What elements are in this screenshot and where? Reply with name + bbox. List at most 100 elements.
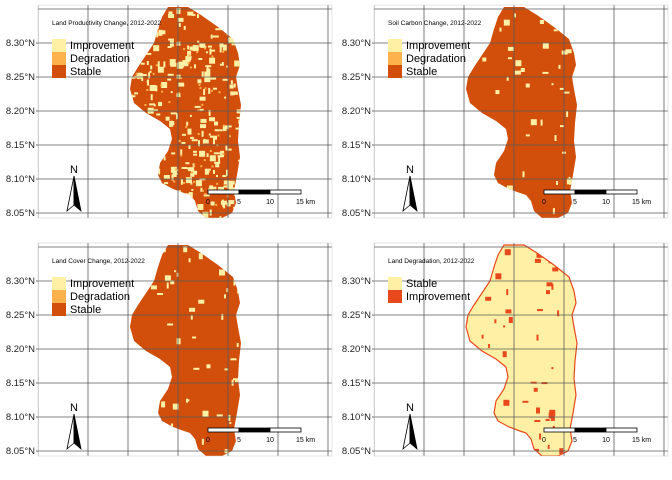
pixel-patch <box>238 119 241 124</box>
scale-bar: 0 5 10 15 km <box>206 427 315 444</box>
pixel-patch <box>147 157 152 164</box>
pixel-patch <box>534 420 541 422</box>
pixel-patch <box>163 61 166 68</box>
pixel-patch <box>197 14 199 19</box>
pixel-patch <box>230 358 237 361</box>
scale-bar-segment <box>238 427 271 433</box>
panel-border <box>37 4 333 219</box>
pixel-patch <box>539 433 542 440</box>
pixel-patch <box>151 203 154 210</box>
pixel-patch <box>193 367 200 370</box>
pixel-patch <box>157 66 164 73</box>
pixel-patch <box>136 72 141 75</box>
pixel-patch <box>176 93 181 98</box>
pixel-patch <box>578 306 580 312</box>
legend-swatch <box>388 277 402 290</box>
pixel-patch <box>188 203 193 206</box>
pixel-patch <box>209 155 216 162</box>
map-panel: 8.30°N 8.25°N 8.20°N 8.15°N 8.10°N 8.05°N Soil… <box>342 4 669 219</box>
panel-border <box>373 242 669 457</box>
pixel-patch <box>131 28 134 33</box>
pixel-patch <box>219 43 224 48</box>
pixel-patch <box>214 121 218 126</box>
pixel-patch <box>137 13 144 20</box>
pixel-patch <box>546 290 550 295</box>
latitude-tick-label: 8.25°N <box>342 72 371 83</box>
pixel-patch <box>192 45 199 52</box>
pixel-patch <box>171 423 173 428</box>
scale-bar-label: 15 km <box>632 199 651 206</box>
north-arrow-icon: N <box>66 402 82 451</box>
pixel-patch <box>507 46 514 51</box>
pixel-patch <box>150 285 157 290</box>
pixel-patch <box>145 154 148 157</box>
north-label: N <box>406 164 414 176</box>
pixel-patch <box>208 87 211 94</box>
pixel-patch <box>236 378 241 383</box>
pixel-patch <box>155 144 160 151</box>
pixel-patch <box>208 109 211 116</box>
pixel-patch <box>140 123 147 126</box>
pixel-patch <box>551 83 554 86</box>
pixel-patch <box>220 200 227 205</box>
legend-swatch <box>52 290 66 303</box>
pixel-patch <box>171 200 178 205</box>
pixel-patch <box>242 89 246 93</box>
pixel-patch <box>170 166 177 173</box>
pixel-patch <box>202 211 209 218</box>
pixel-patch <box>181 167 188 169</box>
pixel-patch <box>155 181 160 183</box>
panel-border <box>37 242 333 457</box>
pixel-patch <box>207 170 210 173</box>
pixel-patch <box>488 344 491 348</box>
pixel-patch <box>211 49 216 52</box>
pixel-patch <box>144 168 147 171</box>
latitude-tick-label: 8.10°N <box>6 174 35 185</box>
pixel-patch <box>203 159 206 162</box>
pixel-patch <box>487 378 490 381</box>
pixel-patch <box>468 204 475 209</box>
pixel-patch <box>520 68 525 72</box>
latitude-tick-label: 8.10°N <box>6 412 35 423</box>
pixel-patch <box>228 187 235 192</box>
map-panel: 8.30°N 8.25°N 8.20°N 8.15°N 8.10°N 8.05°N Land… <box>6 4 333 219</box>
pixel-patch <box>194 105 201 108</box>
pixel-patch <box>574 52 577 55</box>
pixel-patch <box>135 122 139 125</box>
pixel-patch <box>180 201 185 206</box>
pixel-patch <box>221 62 224 64</box>
latitude-tick-label: 8.05°N <box>6 446 35 457</box>
pixel-patch <box>495 273 502 280</box>
pixel-patch <box>152 72 155 75</box>
pixel-patch <box>201 71 204 78</box>
pixel-patch <box>160 84 163 87</box>
pixel-patch <box>188 258 191 263</box>
latitude-tick-label: 8.05°N <box>6 208 35 219</box>
pixel-patch <box>181 133 186 136</box>
pixel-patch <box>161 90 164 93</box>
pixel-patch <box>227 125 232 128</box>
pixel-patch <box>176 207 183 212</box>
pixel-patch <box>239 173 241 176</box>
pixel-patch <box>161 82 168 88</box>
scale-bar-label: 5 <box>237 437 241 444</box>
pixel-patch <box>223 185 228 188</box>
pixel-patch <box>164 182 169 185</box>
pixel-patch <box>566 111 569 118</box>
pixel-patch <box>203 89 206 95</box>
pixel-patch <box>514 13 516 18</box>
pixel-patch <box>576 319 577 324</box>
pixel-patch <box>558 64 561 69</box>
pixel-patch <box>149 103 156 106</box>
north-arrow-icon: N <box>402 164 418 213</box>
pixel-patch <box>212 10 217 17</box>
legend-label: Improvement <box>70 40 134 52</box>
pixel-patch <box>180 154 183 157</box>
latitude-tick-label: 8.20°N <box>6 106 35 117</box>
pixel-patch <box>223 124 225 127</box>
pixel-patch <box>173 180 176 183</box>
pixel-patch <box>140 62 145 65</box>
pixel-patch <box>205 65 212 68</box>
pixel-patch <box>204 76 211 83</box>
latitude-tick-label: 8.25°N <box>342 310 371 321</box>
